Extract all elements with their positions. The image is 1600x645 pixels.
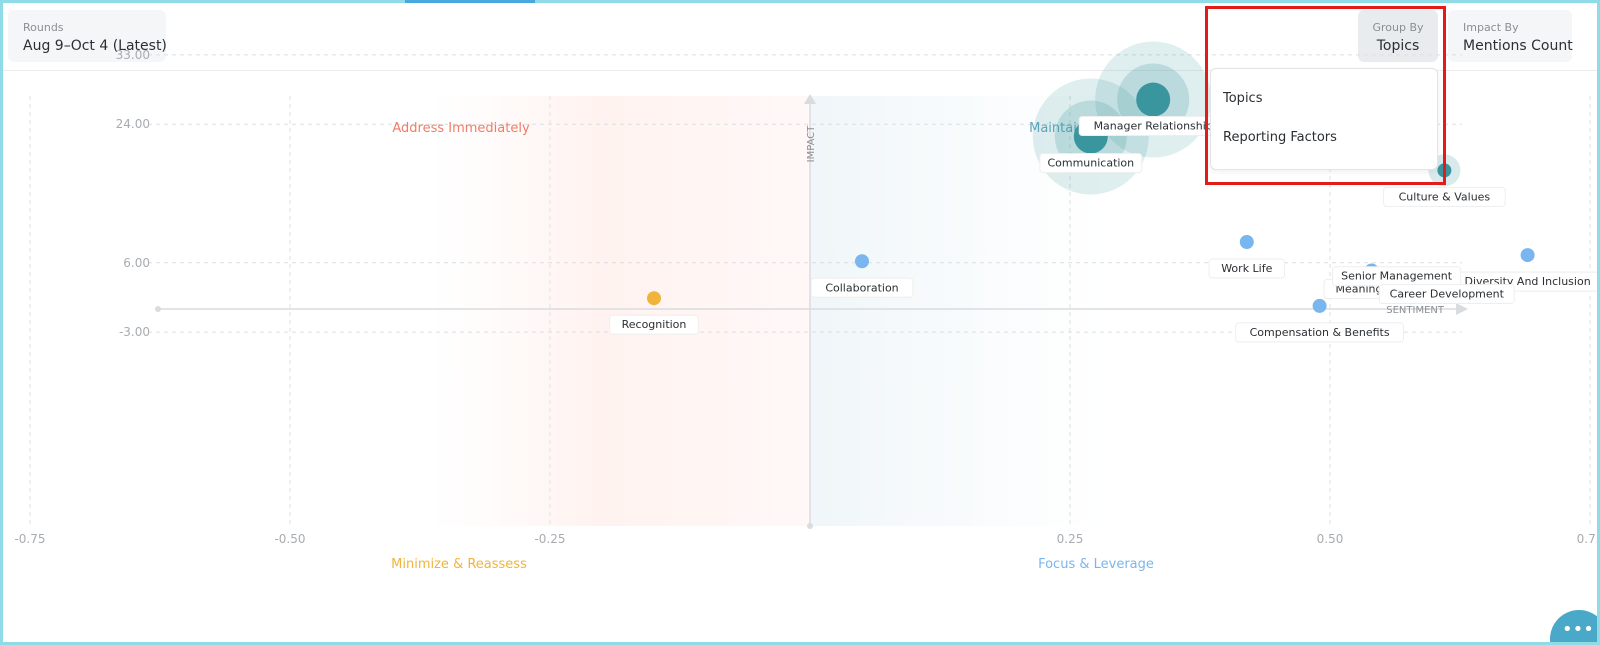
rounds-filter[interactable]: Rounds Aug 9–Oct 4 (Latest) — [8, 10, 167, 62]
point-label-career-development: Career Development — [1390, 287, 1505, 300]
x-axis-arrow — [1456, 303, 1468, 315]
y-tick-label: 24.00 — [116, 117, 150, 131]
y-tick-label: 33.00 — [116, 48, 150, 62]
point-label-bg-compensation-benefits — [1235, 322, 1404, 343]
point-label-bg-culture-values — [1383, 186, 1506, 207]
rounds-caption: Rounds — [23, 21, 64, 34]
x-tick-label: 0.50 — [1317, 532, 1344, 546]
point-label-group-work-life: Work Life — [1208, 258, 1285, 279]
point-label-recognition: Recognition — [622, 318, 687, 331]
point-label-culture-values: Culture & Values — [1399, 190, 1491, 203]
group-by-caption: Group By — [1372, 21, 1424, 34]
point-label-group-communication: Communication — [1039, 153, 1143, 174]
impact-by-filter[interactable]: Impact By Mentions Count — [1448, 10, 1573, 62]
y-axis-origin-dot — [807, 523, 813, 529]
point-label-bg-career-development — [1378, 283, 1515, 304]
negative-zone — [430, 96, 810, 526]
point-diversity-and-inclusion — [1520, 248, 1535, 263]
point-label-communication: Communication — [1047, 157, 1134, 170]
impact-by-caption: Impact By — [1463, 21, 1519, 34]
point-label-group-recognition: Recognition — [609, 314, 699, 335]
group-by-dropdown: Topics Reporting Factors — [1210, 68, 1438, 170]
group-by-value: Topics — [1376, 38, 1420, 54]
point-culture-values — [1437, 163, 1452, 178]
point-label-bg-communication — [1039, 153, 1143, 174]
x-tick-label: 0.75 — [1577, 532, 1600, 546]
y-axis-label: IMPACT — [806, 125, 817, 163]
point-recognition — [647, 291, 661, 306]
group-by-filter[interactable]: Group By Topics — [1358, 10, 1438, 62]
point-label-work-life: Work Life — [1221, 262, 1272, 275]
y-tick-label: 6.00 — [123, 256, 150, 270]
point-label-group-compensation-benefits: Compensation & Benefits — [1235, 322, 1404, 343]
dropdown-option-reporting-factors[interactable]: Reporting Factors — [1223, 130, 1337, 145]
point-label-group-career-development: Career Development — [1378, 283, 1515, 304]
point-work-life — [1239, 235, 1254, 250]
impact-by-value: Mentions Count — [1463, 38, 1573, 54]
quadrant-label-minimize-reassess: Minimize & Reassess — [391, 557, 527, 572]
dropdown-option-topics[interactable]: Topics — [1223, 91, 1263, 106]
point-label-group-culture-values: Culture & Values — [1383, 186, 1506, 207]
point-label-group-senior-management: Senior Management — [1332, 266, 1462, 287]
quadrant-label-address-immediately: Address Immediately — [392, 121, 530, 136]
point-label-bg-recognition — [609, 314, 699, 335]
point-label-compensation-benefits: Compensation & Benefits — [1250, 326, 1390, 339]
y-axis-arrow — [804, 94, 816, 104]
x-tick-label: -0.50 — [274, 532, 305, 546]
y-tick-label: -3.00 — [119, 325, 150, 339]
point-label-bg-work-life — [1208, 258, 1285, 279]
x-tick-label: -0.75 — [14, 532, 45, 546]
point-compensation-benefits — [1312, 298, 1327, 313]
point-label-group-collaboration: Collaboration — [810, 277, 914, 298]
x-tick-label: 0.25 — [1057, 532, 1084, 546]
point-label-senior-management: Senior Management — [1341, 270, 1453, 283]
point-label-bg-collaboration — [810, 277, 914, 298]
point-label-manager-relationship: Manager Relationship — [1094, 120, 1213, 133]
point-manager-relationship — [1136, 82, 1171, 117]
point-collaboration — [855, 254, 869, 269]
point-label-group-manager-relationship: Manager Relationship — [1078, 116, 1228, 137]
quadrant-label-focus-leverage: Focus & Leverage — [1038, 557, 1154, 572]
x-axis-origin-dot — [155, 306, 161, 312]
rounds-value: Aug 9–Oct 4 (Latest) — [23, 38, 167, 54]
x-tick-label: -0.25 — [534, 532, 565, 546]
x-axis-label: SENTIMENT — [1386, 305, 1445, 316]
top-accent-bar — [405, 0, 535, 3]
header-divider — [3, 70, 1597, 71]
point-label-collaboration: Collaboration — [825, 281, 898, 294]
